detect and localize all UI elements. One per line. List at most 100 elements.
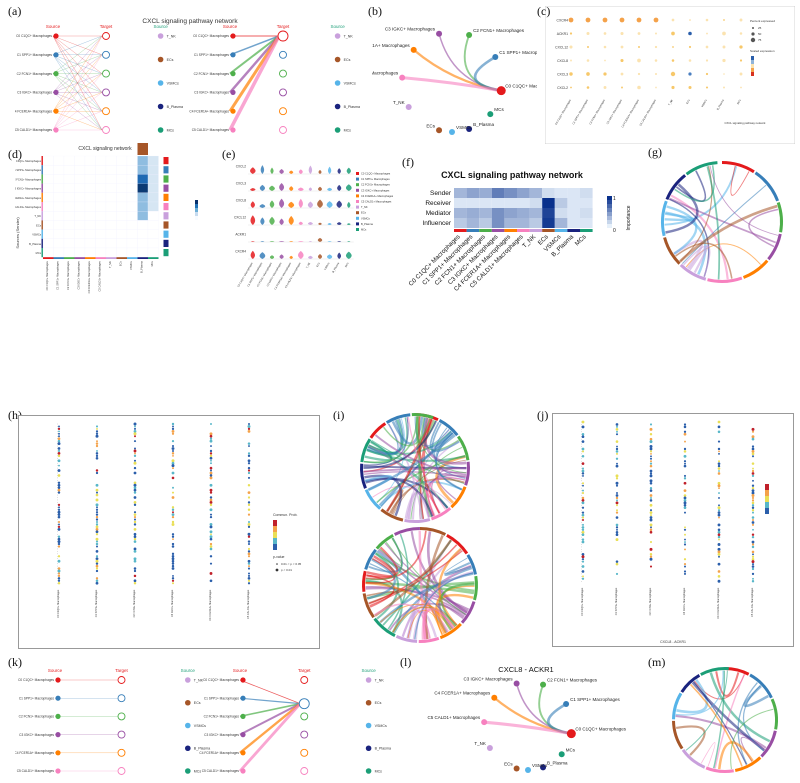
bubble-mark xyxy=(57,488,61,492)
panel-g-chord xyxy=(650,150,795,295)
heatmap-cell xyxy=(116,183,128,193)
role-cell xyxy=(454,198,467,208)
heatmap-col-label: C5 CALD1+ Macrophages xyxy=(98,261,102,292)
bubble-mark xyxy=(210,445,212,448)
heatmap-cell xyxy=(137,155,149,166)
right-node xyxy=(157,56,164,63)
bubble-mark xyxy=(171,555,175,558)
bubble-mark xyxy=(751,543,755,546)
chord-link xyxy=(367,434,456,491)
right-node xyxy=(334,56,341,63)
right-node-label: B_Plasma xyxy=(167,105,183,109)
bubble-mark xyxy=(717,535,721,539)
heatmap-col-color xyxy=(95,257,106,259)
role-cell xyxy=(454,208,467,218)
chord-link xyxy=(366,558,396,600)
bubble-mark xyxy=(247,424,251,428)
violin-shape xyxy=(317,237,323,242)
bubble-mark xyxy=(96,427,98,430)
bubble-col-label: C5 CALD1+ Macrophages xyxy=(751,587,754,617)
violin-shape xyxy=(345,251,352,259)
bubble-mark xyxy=(171,476,175,480)
chord-segment xyxy=(707,276,743,283)
role-cell xyxy=(491,188,505,198)
bubble-mark xyxy=(209,483,213,487)
network-node xyxy=(540,681,547,688)
bubble-mark xyxy=(649,503,653,507)
network-node-label: C3 IGKC+ Macrophages xyxy=(385,27,436,32)
bubble-mark xyxy=(751,462,755,465)
bubble-mark xyxy=(171,513,175,517)
bubble-mark xyxy=(615,474,619,478)
role-cell xyxy=(542,218,555,228)
bubble-mark xyxy=(171,511,175,514)
bubble-mark xyxy=(171,508,175,511)
right-node-label: T_NK xyxy=(344,34,354,38)
bubble-mark xyxy=(209,515,213,519)
network-node xyxy=(496,86,506,96)
role-cell xyxy=(529,218,543,228)
heatmap-cell xyxy=(105,201,117,212)
right-node-label: ECs xyxy=(167,58,174,62)
bubble-j-legend-gradient xyxy=(765,496,769,502)
bubble-mark xyxy=(683,543,687,546)
bubble-mark xyxy=(209,545,213,548)
right-node-label: T_NK xyxy=(375,678,385,682)
dot-mark xyxy=(603,86,607,89)
heatmap-col-color xyxy=(43,257,54,259)
right-node-label: ECs xyxy=(375,701,382,705)
heatmap-side-bar xyxy=(163,184,169,192)
heatmap-cell xyxy=(42,183,54,193)
bubble-mark xyxy=(718,460,720,463)
source-node xyxy=(240,732,246,738)
bubble-mark xyxy=(247,491,251,494)
bubble-mark xyxy=(684,538,686,541)
right-node xyxy=(365,722,372,729)
chord-link xyxy=(365,586,466,616)
chord-segment xyxy=(446,533,469,555)
network-node xyxy=(449,129,455,135)
bubble-h-legend-gradient xyxy=(273,520,277,526)
chord-segment xyxy=(375,533,394,550)
bubble-mark xyxy=(172,425,174,428)
bubble-mark xyxy=(57,520,61,524)
dot-mark xyxy=(602,17,608,23)
heatmap-cell xyxy=(95,201,107,212)
bubble-mark xyxy=(751,449,755,453)
role-cell xyxy=(580,198,593,208)
bubble-mark xyxy=(752,553,754,556)
bubble-mark xyxy=(171,429,175,433)
heatmap-col-label: C0 C1QC+ Macrophages xyxy=(45,261,49,291)
chord-segment xyxy=(380,508,404,522)
bubble-mark xyxy=(615,484,619,487)
role-col-color xyxy=(517,229,530,232)
target-circle xyxy=(300,767,309,775)
heatmap-cell xyxy=(42,201,54,212)
violin-shape xyxy=(279,169,284,174)
heatmap-cell xyxy=(105,192,117,203)
bubble-mark xyxy=(133,535,137,539)
chord-link xyxy=(689,683,743,767)
bubble-mark xyxy=(247,550,251,553)
dot-mark xyxy=(570,59,572,62)
dot-mark xyxy=(637,72,641,76)
dot-mark xyxy=(671,59,675,62)
bubble-mark xyxy=(615,560,619,563)
heatmap-row-color xyxy=(41,248,43,258)
bubble-mark xyxy=(684,526,686,529)
right-node xyxy=(157,33,164,39)
dot-col-label: VSMCs xyxy=(700,98,708,108)
bubble-mark xyxy=(57,442,61,446)
panel-a-hierarchy: CXCL signaling pathway network Source Tar… xyxy=(12,10,365,135)
bubble-mark xyxy=(248,521,250,523)
bubble-mark xyxy=(171,471,175,475)
bubble-mark xyxy=(95,432,99,435)
chord-link xyxy=(714,674,745,769)
bubble-mark xyxy=(683,489,687,492)
bubble-mark xyxy=(95,471,99,475)
violin-legend-key xyxy=(356,228,359,231)
chord-link xyxy=(712,670,726,769)
violin-legend-key xyxy=(356,183,359,187)
source-header: Source xyxy=(46,24,61,29)
chord-link xyxy=(423,607,456,640)
